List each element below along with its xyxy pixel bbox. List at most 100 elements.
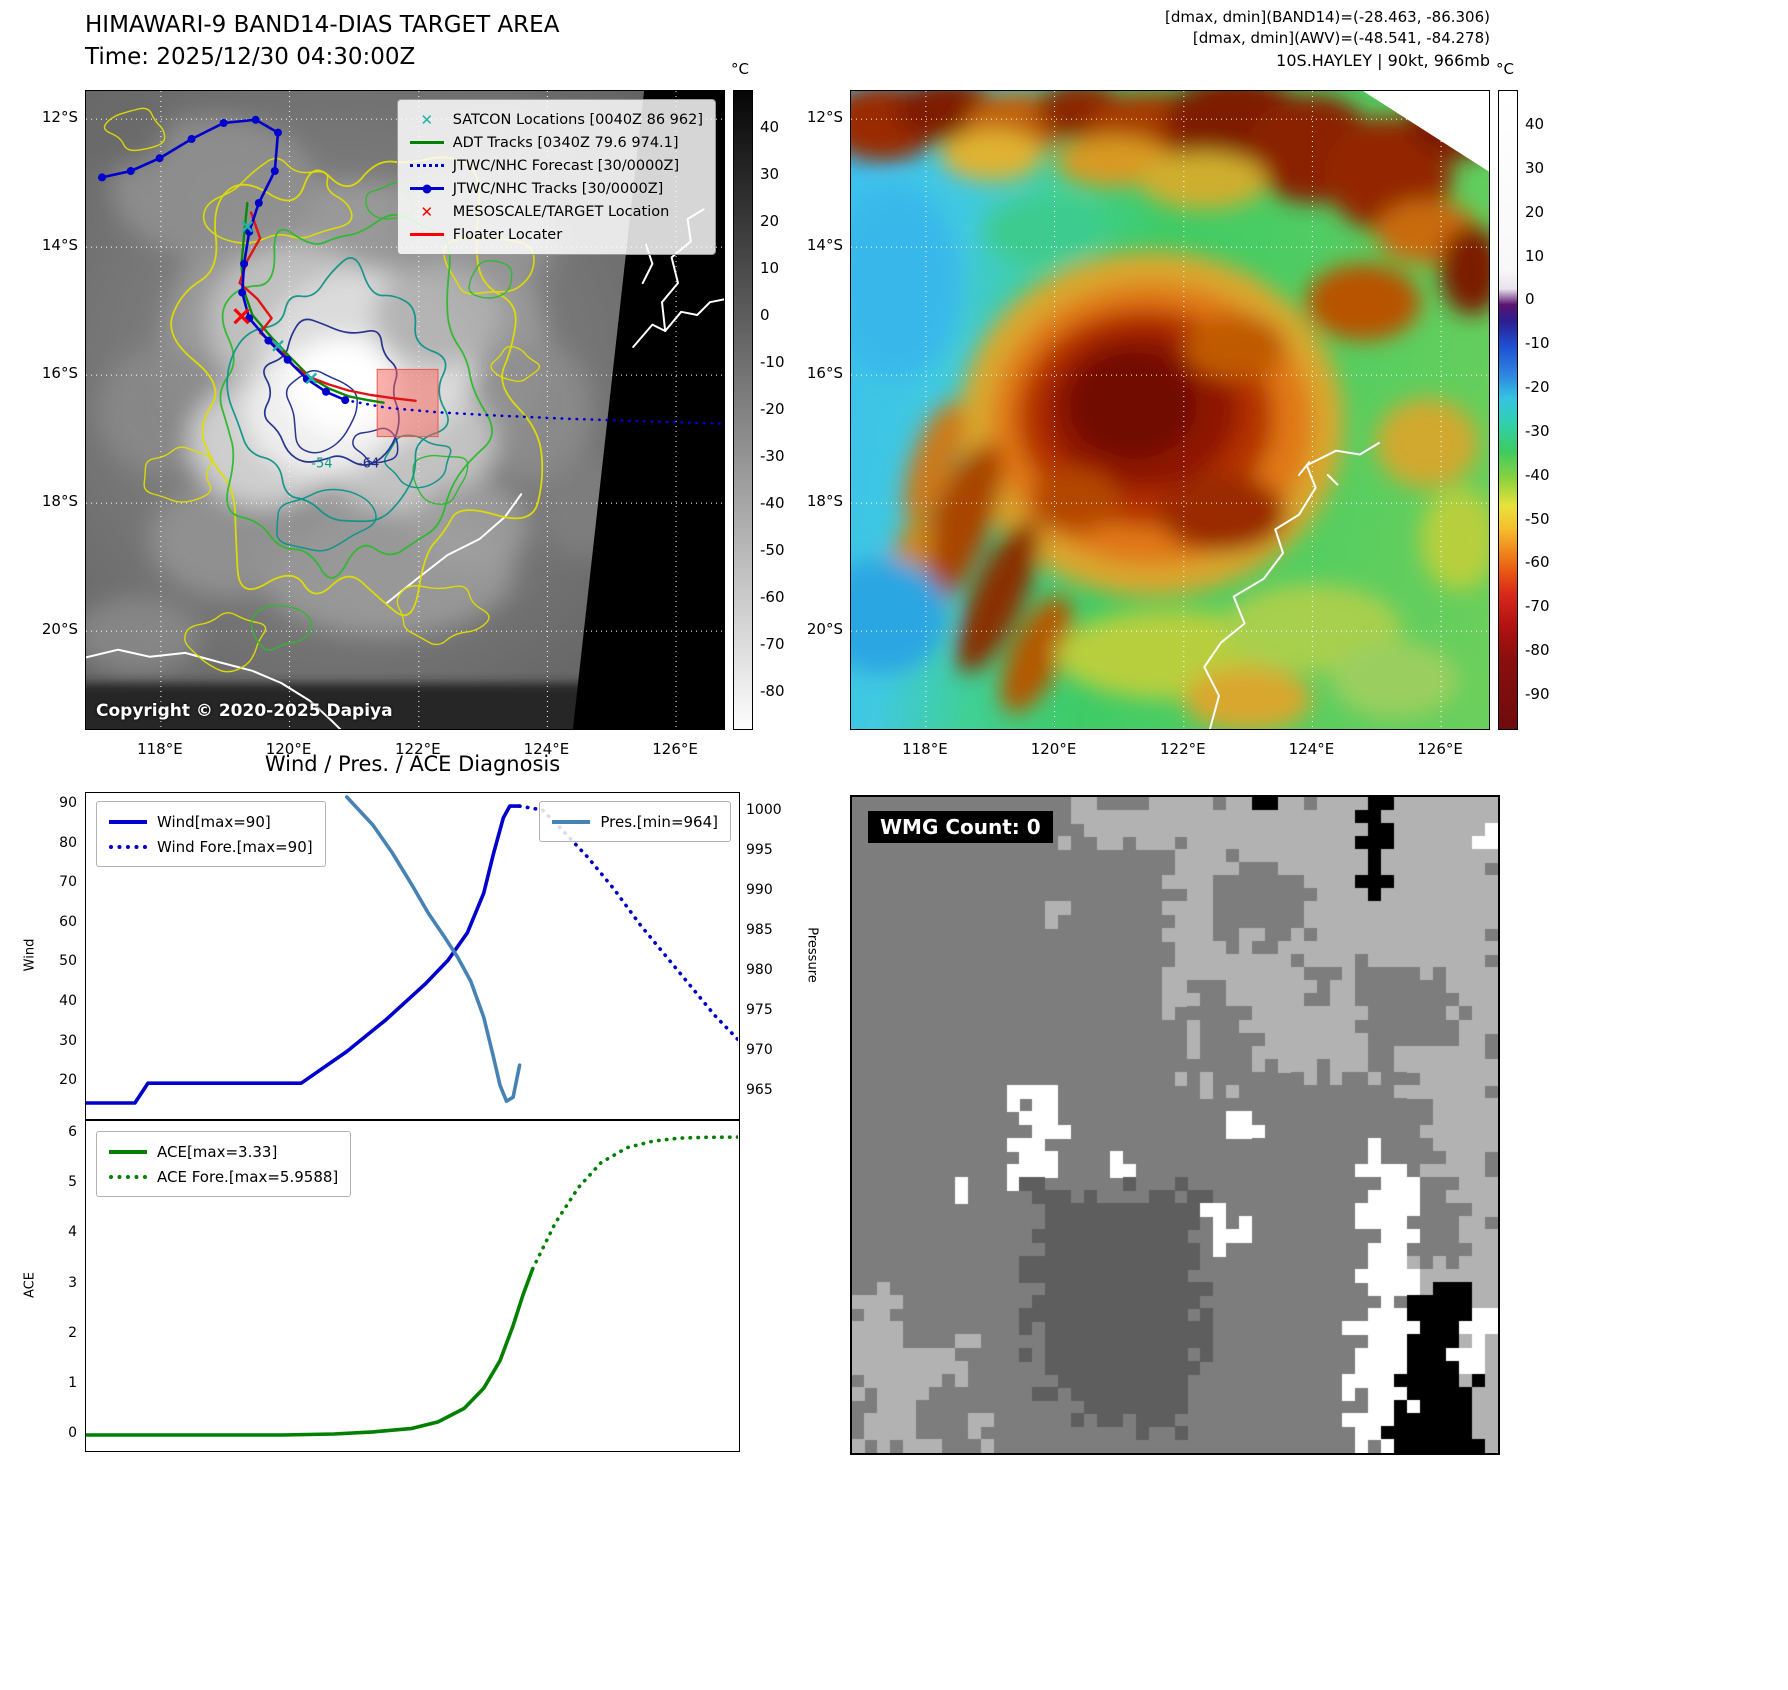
x-tick-label: 118°E [137,740,183,758]
diagnosis-title: Wind / Pres. / ACE Diagnosis [264,752,561,776]
pressure-tick-label: 990 [746,882,773,899]
wind-tick-label: 30 [59,1032,77,1049]
colorbar-tick-label: 10 [760,258,780,277]
wind-tick-label: 50 [59,953,77,970]
legend-entry: Wind[max=90] [109,809,313,834]
wind-tick-label: 90 [59,795,77,812]
legend-label: MESOSCALE/TARGET Location [452,203,670,220]
figure-title: HIMAWARI-9 BAND14-DIAS TARGET AREA [85,12,560,38]
track-line-icon [409,184,444,193]
ace-tick-label: 4 [68,1224,77,1241]
pressure-tick-label: 965 [746,1082,773,1099]
ace-legend: ACE[max=3.33] ACE Fore.[max=5.9588] [96,1131,352,1197]
legend-entry: ACE[max=3.33] [109,1139,338,1164]
y-tick-label: 20°S [806,620,843,639]
y-tick-label: 18°S [806,492,843,511]
ace-tick-label: 6 [68,1124,77,1141]
ace-plot [84,1135,740,1437]
x-tick-label: 124°E [523,740,570,758]
legend-entry: ✕ SATCON Locations [0040Z 86 962] [410,108,703,131]
pressure-tick-label: 995 [746,842,773,859]
storm-id-annotation: 10S.HAYLEY | 90kt, 966mb [1276,51,1490,70]
wind-tick-label: 70 [59,874,77,891]
map-legend-box: ✕ SATCON Locations [0040Z 86 962] ADT Trac… [396,99,716,255]
colorbar-tick-label: -70 [760,635,785,654]
colorbar-tick-label: 20 [760,211,780,230]
ace-tick-label: 1 [68,1374,77,1391]
y-tick-label: 12°S [806,108,843,127]
legend-entry: Floater Locater [409,223,703,246]
ace-tick-label: 5 [68,1174,77,1191]
colorbar-tick-label: -30 [1525,421,1550,440]
wind-legend: Wind[max=90] Wind Fore.[max=90] [96,801,326,867]
colorbar-tick-label: -80 [760,682,785,701]
y-tick-label: 16°S [806,364,843,383]
legend-label: Wind Fore.[max=90] [157,837,313,856]
rainbow-colorbar [1498,90,1518,730]
wind-tick-label: 40 [59,992,77,1009]
figure-time: Time: 2025/12/30 04:30:00Z [85,44,416,70]
x-tick-label: 120°E [265,740,312,758]
colorbar-tick-label: -50 [1525,509,1550,528]
y-tick-label: 20°S [41,620,78,639]
dotted-line-icon [109,1174,147,1179]
colorbar-tick-label: -70 [1525,597,1550,616]
wmg-grid-map [852,797,1498,1453]
x-tick-label: 122°E [394,740,441,758]
colorbar-tick-label: -50 [760,541,785,560]
colorbar-tick-label: -20 [760,400,785,418]
wind-tick-label: 60 [59,913,77,930]
ace-chart: ACE[max=3.33] ACE Fore.[max=5.9588] [84,1120,740,1452]
colorbar-tick-label: 0 [1525,290,1535,309]
legend-entry: Wind Fore.[max=90] [109,834,313,859]
right-map-overlay [851,91,1489,729]
x-tick-label: 126°E [652,740,698,758]
wind-tick-label: 20 [59,1072,77,1089]
pressure-tick-label: 1000 [746,802,782,818]
dmax-dmin-awv-annotation: [dmax, dmin](AWV)=(-48.541, -84.278) [1192,29,1490,47]
wind-pressure-plot [84,795,740,1105]
wind-tick-label: 80 [59,834,77,851]
x-tick-label: 124°E [1288,740,1335,758]
legend-entry: ADT Tracks [0340Z 79.6 974.1] [409,131,703,154]
left-map-overlay: -54 -64 [86,91,724,729]
colorbar-tick-label: -80 [1525,641,1550,660]
colorbar-tick-label: -30 [760,447,785,466]
colorbar-unit-right: °C [1496,60,1514,78]
line-icon [409,141,444,144]
y-tick-label: 18°S [41,492,78,511]
y-tick-label: 14°S [806,236,843,255]
colorbar-tick-label: 40 [1525,115,1545,134]
legend-label: Wind[max=90] [157,812,271,831]
legend-label: ACE Fore.[max=5.9588] [157,1167,339,1186]
x-tick-label: 122°E [1159,740,1206,758]
band14-color-map-panel [850,90,1490,730]
legend-entry: JTWC/NHC Tracks [30/0000Z] [409,177,703,200]
colorbar-unit-left: °C [731,60,749,78]
pressure-tick-label: 980 [746,962,773,979]
dotted-line-icon [409,164,444,167]
pressure-axis-label: Pressure [804,927,820,983]
pressure-tick-label: 975 [746,1002,773,1019]
legend-label: Pres.[min=964] [600,812,718,831]
wmg-count-panel: WMG Count: 0 [850,795,1500,1455]
colorbar-tick-label: -90 [1525,684,1550,703]
wind-pressure-chart: Wind[max=90] Wind Fore.[max=90] Pres.[min=… [84,792,740,1120]
dotted-line-icon [109,844,147,849]
pressure-legend: Pres.[min=964] [539,801,731,842]
copyright-watermark: Copyright © 2020-2025 Dapiya [96,701,393,721]
legend-entry: Pres.[min=964] [552,809,718,834]
legend-label: SATCON Locations [0040Z 86 962] [452,111,703,128]
line-icon [552,819,591,824]
legend-label: ACE[max=3.33] [157,1142,278,1161]
legend-label: ADT Tracks [0340Z 79.6 974.1] [452,134,679,151]
colorbar-tick-label: 30 [760,164,780,183]
colorbar-tick-label: -10 [760,352,785,371]
ace-tick-label: 3 [68,1274,77,1291]
svg-text:-64: -64 [358,456,379,471]
colorbar-tick-label: -40 [1525,465,1550,484]
line-icon [409,233,444,236]
legend-label: JTWC/NHC Tracks [30/0000Z] [452,180,664,197]
colorbar-tick-label: 20 [1525,202,1545,221]
colorbar-tick-label: -60 [760,588,785,607]
